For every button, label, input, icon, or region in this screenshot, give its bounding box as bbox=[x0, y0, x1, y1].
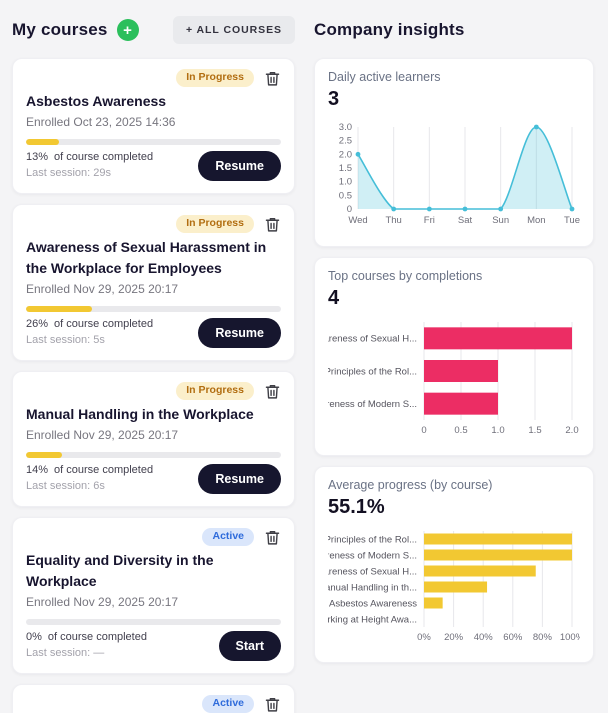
all-courses-button[interactable]: + ALL COURSES bbox=[172, 16, 295, 44]
svg-text:20%: 20% bbox=[444, 632, 464, 643]
svg-text:Awareness of Sexual H...: Awareness of Sexual H... bbox=[328, 566, 417, 577]
course-card: In Progress Asbestos Awareness Enrolled … bbox=[12, 58, 295, 194]
svg-text:Manual Handling in th...: Manual Handling in th... bbox=[328, 582, 417, 593]
svg-text:0: 0 bbox=[421, 425, 426, 436]
plus-icon: + bbox=[123, 21, 132, 39]
progress-bar bbox=[26, 619, 281, 625]
insight-card: Average progress (by course) 55.1% 0% 20%… bbox=[308, 466, 594, 663]
course-title: Awareness of Sexual Harassment in the Wo… bbox=[26, 239, 267, 276]
svg-text:Asbestos Awareness: Asbestos Awareness bbox=[329, 598, 417, 609]
svg-text:60%: 60% bbox=[503, 632, 523, 643]
company-insights-column: Company insights Daily active learners 3… bbox=[308, 0, 594, 663]
svg-text:Awareness of Modern S...: Awareness of Modern S... bbox=[328, 399, 417, 410]
progress-text: 13% of course completed bbox=[26, 151, 154, 163]
course-card: In Progress Awareness of Sexual Harassme… bbox=[12, 204, 295, 361]
insight-chart: 0% 20% 40% 60% 80% 100% Principles of the Rol.… bbox=[308, 527, 585, 650]
status-badge: In Progress bbox=[176, 382, 254, 400]
last-session-text: Last session: 29s bbox=[26, 167, 111, 179]
add-course-button[interactable]: + bbox=[116, 19, 139, 41]
insight-value: 55.1% bbox=[328, 496, 385, 518]
progress-text: 26% of course completed bbox=[26, 318, 154, 330]
svg-text:1.0: 1.0 bbox=[491, 425, 504, 436]
course-card: In Progress Manual Handling in the Workp… bbox=[12, 371, 295, 507]
svg-text:Sun: Sun bbox=[492, 215, 509, 226]
progress-bar-fill bbox=[26, 306, 93, 312]
svg-text:1.5: 1.5 bbox=[339, 163, 352, 174]
enrolled-date: Enrolled Nov 29, 2025 20:17 bbox=[26, 595, 179, 609]
progress-bar bbox=[26, 452, 281, 458]
course-action-button[interactable]: Start bbox=[218, 631, 281, 661]
trash-icon[interactable] bbox=[264, 383, 281, 400]
svg-text:Wed: Wed bbox=[348, 215, 367, 226]
insight-card: Daily active learners 3 Wed Thu Fri Sat Sun M… bbox=[314, 58, 594, 247]
course-title: Manual Handling in the Workplace bbox=[26, 406, 254, 422]
svg-text:80%: 80% bbox=[533, 632, 553, 643]
svg-text:1.5: 1.5 bbox=[528, 425, 541, 436]
last-session-text: Last session: 5s bbox=[26, 334, 105, 346]
course-card-list: In Progress Asbestos Awareness Enrolled … bbox=[12, 58, 295, 713]
progress-bar-fill bbox=[26, 452, 62, 458]
course-card: Active Awareness of Modern Slavery in th… bbox=[12, 684, 295, 713]
my-courses-title: My courses bbox=[12, 20, 108, 39]
status-badge: In Progress bbox=[176, 215, 254, 233]
svg-text:3.0: 3.0 bbox=[339, 122, 352, 133]
status-badge: Active bbox=[202, 695, 254, 713]
insight-card-list: Daily active learners 3 Wed Thu Fri Sat Sun M… bbox=[308, 58, 594, 663]
svg-text:Fri: Fri bbox=[424, 215, 435, 226]
svg-text:Awareness of Sexual H...: Awareness of Sexual H... bbox=[328, 334, 417, 345]
progress-bar-fill bbox=[26, 139, 60, 145]
svg-text:Principles of the Rol...: Principles of the Rol... bbox=[328, 366, 417, 377]
svg-text:0.5: 0.5 bbox=[339, 190, 352, 201]
insights-title: Company insights bbox=[314, 20, 465, 39]
svg-text:0: 0 bbox=[347, 204, 352, 215]
progress-text: 0% of course completed bbox=[26, 631, 147, 643]
insight-chart: Wed Thu Fri Sat Sun Mon Tue 0 0.5 1.0 1.5 2.0 2.5 3.0 bbox=[328, 119, 580, 234]
svg-text:Sat: Sat bbox=[458, 215, 473, 226]
my-courses-column: My courses + + ALL COURSES In Progress A… bbox=[12, 0, 295, 713]
svg-text:Working at Height Awa...: Working at Height Awa... bbox=[328, 614, 417, 625]
last-session-text: Last session: 6s bbox=[26, 480, 105, 492]
svg-text:2.0: 2.0 bbox=[565, 425, 578, 436]
insight-value: 3 bbox=[328, 88, 340, 110]
progress-text: 14% of course completed bbox=[26, 464, 154, 476]
trash-icon[interactable] bbox=[264, 70, 281, 87]
course-title: Asbestos Awareness bbox=[26, 93, 167, 109]
insight-label: Daily active learners bbox=[328, 70, 441, 84]
svg-text:Mon: Mon bbox=[527, 215, 545, 226]
course-action-button[interactable]: Resume bbox=[198, 464, 281, 494]
progress-bar bbox=[26, 306, 281, 312]
course-card: Active Equality and Diversity in the Wor… bbox=[12, 517, 295, 674]
course-action-button[interactable]: Resume bbox=[198, 151, 281, 181]
insight-value: 4 bbox=[328, 287, 340, 309]
svg-text:100%: 100% bbox=[560, 632, 580, 643]
svg-text:2.5: 2.5 bbox=[339, 136, 352, 147]
my-courses-header: My courses + + ALL COURSES bbox=[12, 16, 295, 44]
course-title: Equality and Diversity in the Workplace bbox=[26, 552, 214, 589]
svg-text:Tue: Tue bbox=[564, 215, 580, 226]
svg-text:0%: 0% bbox=[417, 632, 431, 643]
trash-icon[interactable] bbox=[264, 216, 281, 233]
svg-text:Thu: Thu bbox=[385, 215, 401, 226]
svg-text:Awareness of Modern S...: Awareness of Modern S... bbox=[328, 550, 417, 561]
enrolled-date: Enrolled Nov 29, 2025 20:17 bbox=[26, 282, 179, 296]
progress-bar bbox=[26, 139, 281, 145]
last-session-text: Last session: — bbox=[26, 647, 105, 659]
status-badge: In Progress bbox=[176, 69, 254, 87]
trash-icon[interactable] bbox=[264, 696, 281, 713]
svg-text:Principles of the Rol...: Principles of the Rol... bbox=[328, 534, 417, 545]
enrolled-date: Enrolled Nov 29, 2025 20:17 bbox=[26, 428, 179, 442]
enrolled-date: Enrolled Oct 23, 2025 14:36 bbox=[26, 115, 176, 129]
course-action-button[interactable]: Resume bbox=[198, 318, 281, 348]
status-badge: Active bbox=[202, 528, 254, 546]
insight-label: Average progress (by course) bbox=[328, 478, 493, 492]
insights-header: Company insights bbox=[314, 16, 594, 44]
insight-chart: 0 0.5 1.0 1.5 2.0 Awareness of Sexual H... Pri… bbox=[308, 318, 580, 443]
insight-label: Top courses by completions bbox=[328, 269, 483, 283]
svg-text:0.5: 0.5 bbox=[454, 425, 467, 436]
svg-text:2.0: 2.0 bbox=[339, 149, 352, 160]
insight-card: Top courses by completions 4 0 0.5 1.0 1.5 2… bbox=[308, 257, 594, 456]
svg-text:40%: 40% bbox=[474, 632, 494, 643]
trash-icon[interactable] bbox=[264, 529, 281, 546]
svg-text:1.0: 1.0 bbox=[339, 177, 352, 188]
